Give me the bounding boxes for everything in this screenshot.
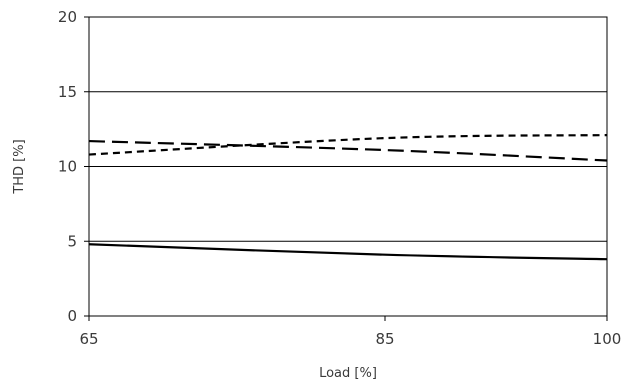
y-axis-title: THD [%] <box>12 139 27 194</box>
series-lines <box>88 134 608 261</box>
y-tick-label: 15 <box>58 83 77 101</box>
series-line-solid <box>88 243 608 261</box>
y-tick-label: 0 <box>67 307 77 325</box>
x-axis-title: Load [%] <box>319 366 377 381</box>
x-axis-ticks: 65 85 100 <box>79 316 621 348</box>
x-tick-label: 100 <box>593 330 622 348</box>
grid-lines <box>89 91 607 242</box>
y-tick-label: 10 <box>58 158 77 176</box>
x-tick-label: 65 <box>79 330 98 348</box>
y-tick-label: 5 <box>67 232 77 250</box>
series-line-short-dash <box>88 134 608 156</box>
y-tick-label: 20 <box>58 8 77 26</box>
x-tick-label: 85 <box>375 330 394 348</box>
y-axis-ticks: 0 5 10 15 20 <box>58 8 89 325</box>
series-line-long-dash <box>88 139 608 162</box>
